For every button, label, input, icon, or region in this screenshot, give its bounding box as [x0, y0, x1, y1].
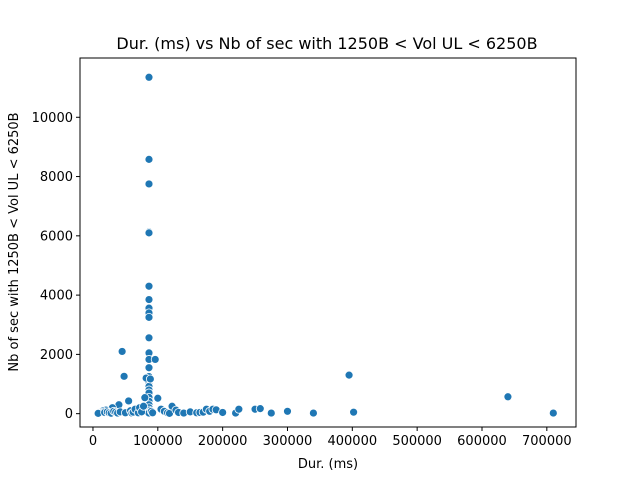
x-tick-label: 700000 [522, 434, 572, 449]
y-axis-label: Nb of sec with 1250B < Vol UL < 6250B [7, 112, 22, 371]
plot-frame [79, 57, 577, 428]
x-tick-label: 400000 [327, 434, 377, 449]
data-point [144, 72, 154, 82]
data-point [145, 374, 155, 384]
data-point [153, 393, 163, 403]
y-tick-label: 8000 [40, 170, 73, 185]
x-tick-label: 600000 [457, 434, 507, 449]
chart-title: Dur. (ms) vs Nb of sec with 1250B < Vol … [116, 34, 537, 53]
data-point [234, 404, 244, 414]
y-tick-label: 4000 [40, 289, 73, 304]
data-point [148, 408, 158, 418]
x-tick-label: 300000 [263, 434, 313, 449]
x-axis: 0 100000 200000 300000 400000 500000 600000 700… [89, 427, 572, 449]
data-point [266, 408, 276, 418]
x-tick-label: 500000 [392, 434, 442, 449]
x-tick-label: 100000 [133, 434, 183, 449]
data-point [503, 392, 513, 402]
data-point [144, 363, 154, 373]
data-point [144, 154, 154, 164]
data-point [117, 347, 127, 356]
data-point [144, 333, 154, 343]
data-point [309, 408, 318, 418]
data-point [144, 228, 154, 238]
data-point [349, 407, 359, 417]
data-point [218, 408, 228, 417]
data-point [139, 401, 148, 411]
data-point [283, 406, 292, 416]
data-point [144, 281, 154, 291]
data-point [119, 371, 129, 381]
points-layer [93, 72, 558, 418]
y-tick-label: 2000 [40, 348, 73, 363]
data-point [548, 408, 558, 418]
y-tick-label: 0 [65, 407, 73, 422]
data-point [144, 312, 154, 322]
x-tick-label: 200000 [198, 434, 248, 449]
data-point [344, 370, 354, 380]
data-point [124, 396, 134, 406]
x-axis-label: Dur. (ms) [298, 457, 358, 472]
y-tick-label: 10000 [32, 111, 73, 126]
y-tick-label: 6000 [40, 229, 73, 244]
data-point [150, 355, 160, 364]
data-point [144, 295, 154, 304]
data-point [255, 404, 265, 414]
y-axis: 0 2000 4000 6000 8000 10000 [32, 111, 80, 422]
data-point [140, 393, 150, 403]
x-tick-label: 0 [89, 434, 97, 449]
data-point [144, 179, 154, 189]
